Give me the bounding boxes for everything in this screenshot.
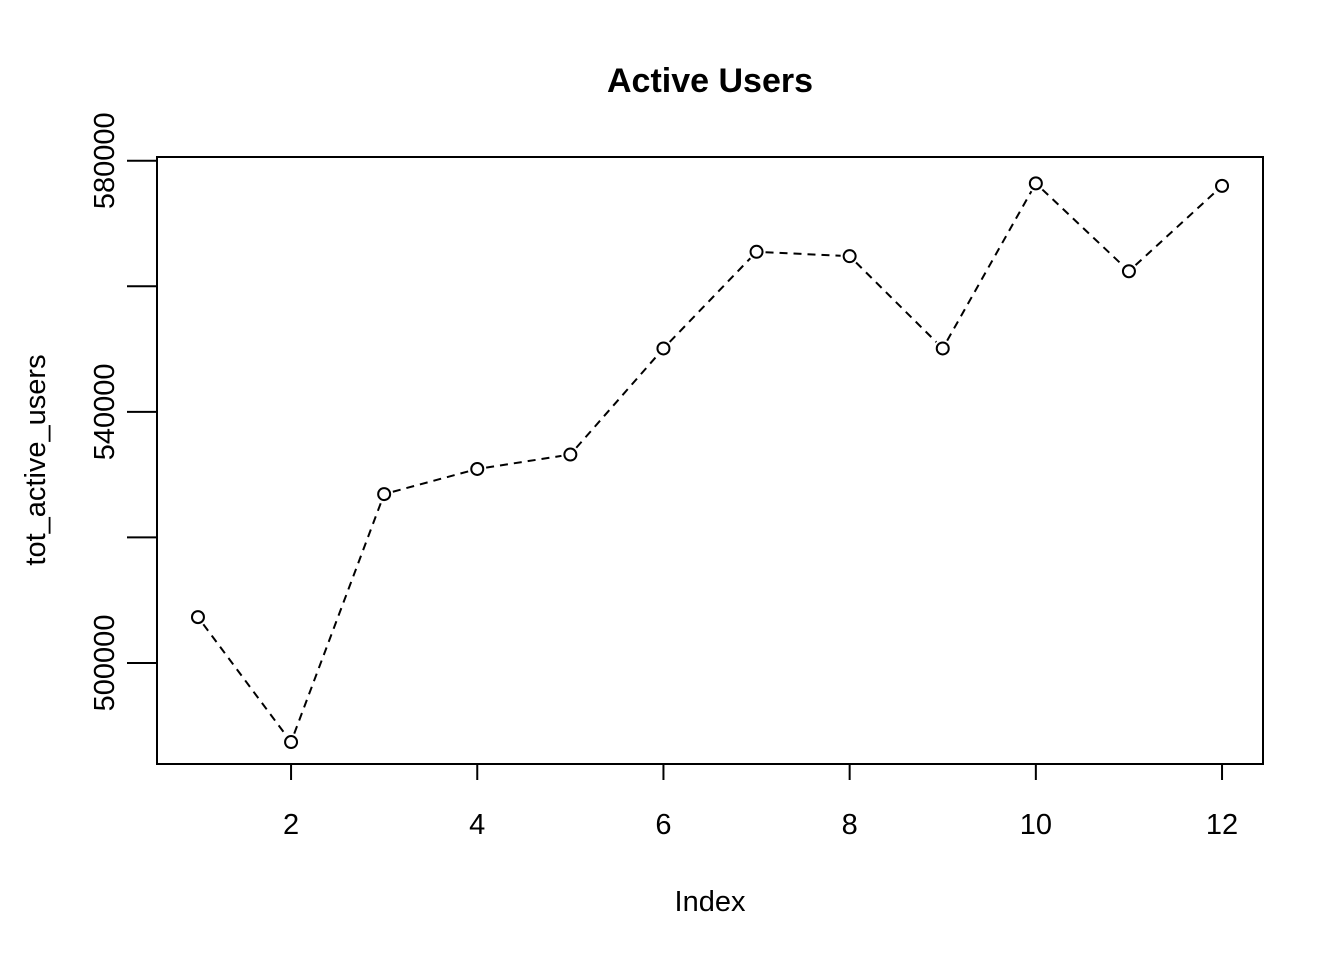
series-line-segment xyxy=(1134,191,1217,266)
series-line-segment xyxy=(946,190,1033,342)
data-point-marker xyxy=(1215,178,1230,193)
y-tick-label: 580000 xyxy=(89,112,121,209)
x-axis: 2 4 6 8 10 12 xyxy=(283,764,1238,841)
chart-title: Active Users xyxy=(607,62,813,100)
plot-frame xyxy=(156,156,1264,765)
series-line-segment xyxy=(202,623,287,736)
series-line-segment xyxy=(668,257,752,343)
x-tick-label: 8 xyxy=(842,809,858,841)
series-line-segment xyxy=(1041,188,1124,266)
data-point-marker xyxy=(377,487,392,502)
x-tick-label: 12 xyxy=(1206,809,1238,841)
data-point-marker xyxy=(842,249,857,264)
series-line-segment xyxy=(485,454,562,469)
y-tick-label: 500000 xyxy=(89,615,121,712)
x-tick-label: 6 xyxy=(655,809,671,841)
data-point-marker xyxy=(1028,176,1043,191)
y-axis: 500000 540000 580000 xyxy=(89,112,157,711)
series-line-segment xyxy=(765,251,841,257)
data-point-marker xyxy=(563,447,578,462)
x-axis-label: Index xyxy=(675,886,746,918)
data-point-marker xyxy=(284,735,299,750)
data-point-marker xyxy=(470,461,485,476)
series-line-segment xyxy=(575,354,659,449)
data-point-marker xyxy=(749,244,764,259)
series-layer xyxy=(190,176,1230,750)
data-point-marker xyxy=(656,341,671,356)
data-point-marker xyxy=(935,341,950,356)
series-line-segment xyxy=(855,261,938,343)
data-point-marker xyxy=(190,610,205,625)
x-tick-label: 4 xyxy=(469,809,485,841)
data-point-marker xyxy=(1121,264,1136,279)
y-axis-label: tot_active_users xyxy=(20,354,52,565)
series-line-segment xyxy=(392,470,469,493)
y-tick-label: 540000 xyxy=(89,363,121,460)
x-tick-label: 10 xyxy=(1020,809,1052,841)
x-tick-label: 2 xyxy=(283,809,299,841)
series-line-segment xyxy=(293,502,382,734)
